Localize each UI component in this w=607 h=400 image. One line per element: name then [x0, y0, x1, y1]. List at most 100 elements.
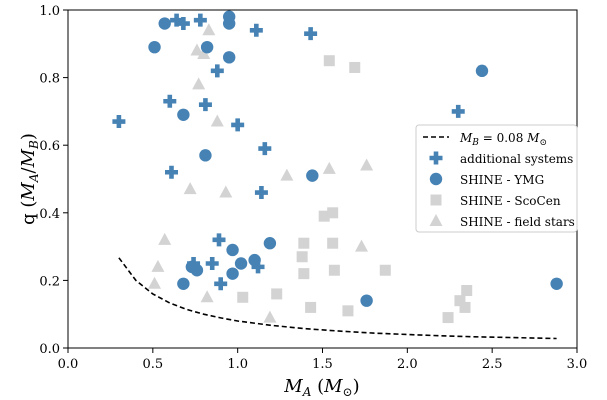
plus-point	[198, 98, 212, 112]
square-point	[342, 305, 354, 317]
square-point	[442, 312, 454, 324]
square-point	[327, 207, 339, 219]
square-point	[328, 264, 340, 276]
x-tick-label: 2.0	[397, 357, 418, 372]
legend-square-swatch	[430, 194, 442, 206]
triangle-point	[148, 276, 162, 289]
triangle-point	[355, 239, 369, 252]
x-tick-label: 0.5	[142, 357, 163, 372]
legend-label: SHINE - ScoCen	[460, 194, 561, 208]
triangle-point	[200, 290, 214, 303]
circle-point	[360, 294, 373, 307]
circle-point	[148, 40, 161, 54]
triangle-point	[151, 259, 165, 272]
plus-point	[193, 13, 207, 27]
square-point	[327, 237, 339, 249]
triangle-point	[190, 43, 204, 56]
series-plus	[112, 13, 465, 291]
y-tick-label: 0.0	[39, 342, 60, 357]
legend-label: SHINE - field stars	[460, 215, 575, 229]
x-tick-label: 0.0	[58, 357, 79, 372]
square-point	[454, 295, 466, 307]
circle-point	[226, 243, 239, 257]
square-point	[349, 61, 361, 73]
triangle-point	[219, 185, 233, 198]
square-point	[461, 285, 473, 297]
triangle-point	[360, 158, 374, 171]
plus-point	[212, 233, 226, 247]
y-tick-label: 0.8	[39, 72, 60, 87]
triangle-point	[280, 168, 294, 181]
triangle-point	[263, 310, 277, 323]
axis-ticks: 0.0 0.5 1.0 1.5 2.0 2.5 3.0 0.0 0.2 0.4 0.6 0.8 1.0	[39, 4, 587, 372]
data-layer	[112, 10, 563, 340]
square-point	[296, 251, 308, 263]
series-square	[237, 55, 473, 324]
plus-point	[304, 27, 318, 41]
plus-point	[205, 257, 219, 270]
plus-point	[187, 257, 201, 270]
circle-point	[199, 149, 212, 162]
plus-point	[258, 142, 272, 156]
triangle-point	[192, 77, 206, 90]
square-point	[237, 291, 249, 303]
circle-point	[475, 64, 489, 78]
legend-label: additional systems	[460, 152, 573, 166]
triangle-point	[183, 182, 197, 195]
plus-point	[176, 17, 190, 31]
legend-box	[415, 124, 578, 233]
square-point	[323, 55, 335, 67]
legend-plus-swatch	[429, 151, 443, 165]
plus-point	[164, 165, 178, 179]
circle-point	[177, 108, 190, 121]
triangle-point	[202, 23, 216, 36]
square-point	[298, 237, 310, 249]
circle-point	[177, 277, 190, 290]
square-point	[379, 264, 391, 276]
square-point	[305, 301, 317, 313]
legend-label: MB = 0.08 M⊙	[459, 131, 547, 148]
x-tick-label: 3.0	[567, 357, 588, 372]
x-tick-label: 1.5	[312, 357, 333, 372]
circle-point	[158, 17, 171, 30]
y-tick-label: 0.4	[39, 207, 60, 222]
circle-point	[200, 40, 214, 54]
plus-point	[251, 260, 265, 274]
mb-limit-line	[118, 257, 557, 340]
x-tick-label: 2.5	[482, 357, 503, 372]
square-point	[298, 268, 310, 280]
circle-point	[226, 267, 239, 280]
series-circle	[148, 10, 563, 307]
plus-point	[112, 115, 126, 129]
circle-point	[550, 277, 563, 290]
y-axis-label: q (MA/MB)	[18, 133, 41, 225]
x-axis-label: MA (M⊙)	[283, 376, 359, 399]
triangle-point	[322, 161, 336, 174]
circle-point	[222, 51, 236, 64]
triangle-point	[158, 232, 172, 245]
circle-point	[263, 237, 277, 250]
plus-point	[231, 118, 245, 132]
circle-point	[222, 17, 236, 30]
plus-point	[249, 23, 263, 37]
square-point	[459, 301, 471, 313]
legend-triangle-swatch	[429, 214, 443, 226]
legend-label: SHINE - YMG	[460, 173, 544, 187]
plus-point	[214, 277, 228, 291]
y-tick-label: 0.2	[39, 274, 60, 289]
x-tick-label: 1.0	[227, 357, 248, 372]
square-point	[318, 210, 330, 222]
plus-point	[254, 186, 268, 200]
plus-point	[163, 94, 177, 108]
circle-point	[306, 169, 319, 182]
legend: MB = 0.08 M⊙ additional systems SHINE - YM…	[415, 124, 578, 233]
circle-point	[234, 257, 248, 270]
triangle-point	[197, 46, 211, 59]
y-tick-label: 1.0	[39, 4, 60, 19]
series-triangle	[148, 23, 374, 323]
plus-point	[451, 104, 465, 118]
plus-point	[210, 64, 224, 78]
legend-circle-swatch	[429, 172, 443, 186]
triangle-point	[210, 114, 224, 127]
